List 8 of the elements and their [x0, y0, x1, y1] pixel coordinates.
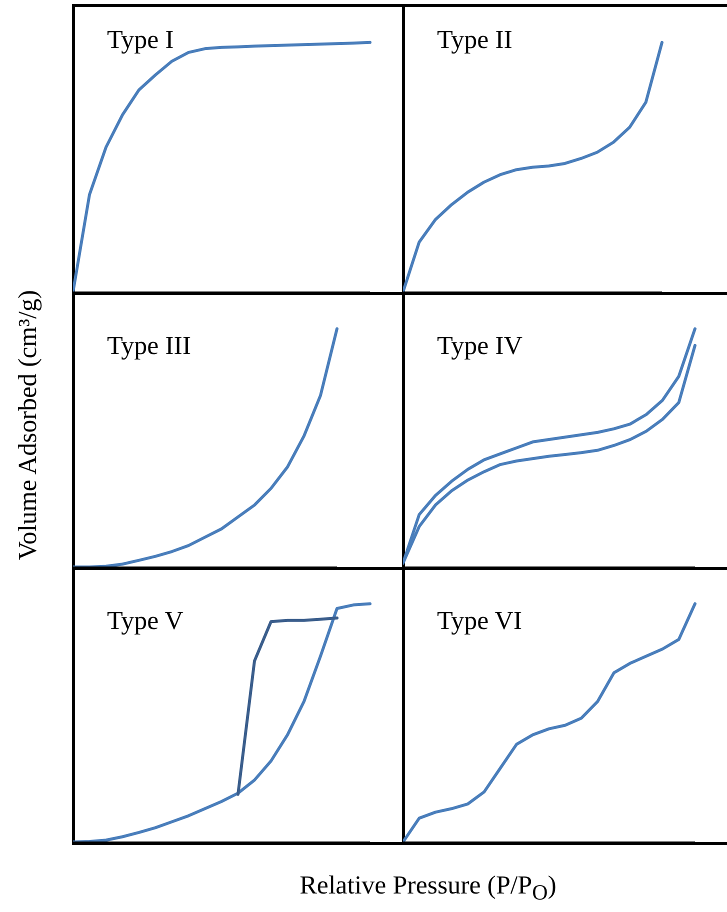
chart-title: Type V: [107, 606, 184, 636]
chart-title: Type IV: [437, 331, 523, 361]
y-axis-title: Volume Adsorbed (cm³/g): [13, 290, 43, 560]
chart-title: Type I: [107, 25, 174, 55]
chart-title: Type VI: [437, 606, 522, 636]
x-axis-title: Relative Pressure (P/P$_{O}$): [300, 870, 556, 906]
chart-title: Type II: [437, 25, 512, 55]
chart-title: Type III: [107, 331, 192, 361]
